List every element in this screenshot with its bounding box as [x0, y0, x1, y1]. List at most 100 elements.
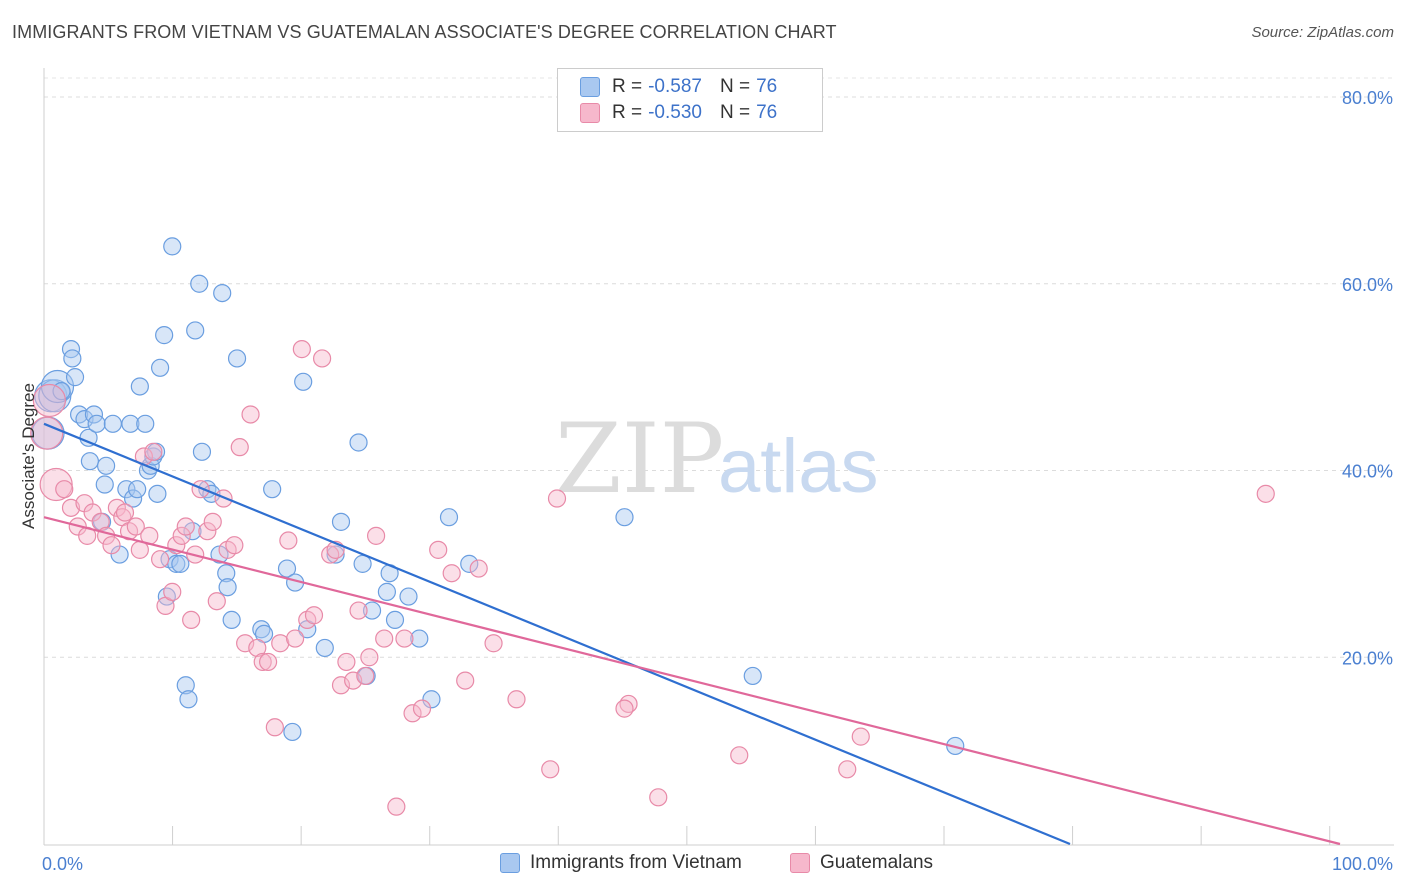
point-guatemalans: [456, 671, 475, 690]
legend-label-vietnam: Immigrants from Vietnam: [530, 852, 742, 873]
point-guatemalans: [615, 699, 634, 718]
point-guatemalans: [349, 601, 368, 620]
point-guatemalans: [403, 704, 422, 723]
legend-item-guatemalans[interactable]: Guatemalans: [790, 852, 933, 874]
point-vietnam: [377, 582, 396, 601]
point-vietnam: [171, 554, 190, 573]
watermark-zip: ZIP: [555, 403, 724, 515]
legend-n-value: 76: [756, 76, 778, 97]
point-guatemalans: [61, 498, 81, 517]
trend-lines: [43, 422, 1341, 846]
grid-lines: [44, 77, 1394, 658]
x-tick-label: 100.0%: [1332, 854, 1393, 874]
point-guatemalans: [337, 652, 356, 672]
point-guatemalans: [851, 727, 870, 746]
point-guatemalans: [1256, 484, 1275, 503]
point-vietnam: [422, 690, 441, 709]
point-guatemalans: [286, 629, 305, 648]
point-guatemalans: [230, 438, 249, 457]
legend-row-vietnam: R = -0.587 N = 76: [580, 75, 777, 99]
point-vietnam: [87, 414, 106, 433]
y-tick-label: 80.0%: [1342, 88, 1393, 108]
point-vietnam: [192, 442, 212, 461]
point-vietnam: [326, 545, 345, 564]
point-vietnam: [222, 610, 241, 630]
point-guatemalans: [102, 536, 121, 555]
point-vietnam: [117, 480, 136, 499]
point-vietnam: [460, 554, 479, 573]
point-vietnam: [179, 690, 198, 709]
point-vietnam: [331, 512, 351, 531]
point-guatemalans: [151, 550, 170, 569]
point-guatemalans: [304, 606, 324, 625]
point-guatemalans: [313, 349, 332, 368]
watermark: ZIP atlas: [555, 403, 879, 515]
legend-swatch-guatemalans: [790, 853, 810, 873]
chart-title: IMMIGRANTS FROM VIETNAM VS GUATEMALAN AS…: [12, 22, 837, 42]
point-vietnam: [315, 638, 334, 658]
point-vietnam: [148, 484, 167, 503]
point-guatemalans: [55, 480, 74, 499]
point-vietnam: [410, 629, 429, 648]
point-vietnam: [155, 326, 174, 345]
point-vietnam: [362, 601, 382, 620]
point-vietnam: [96, 456, 116, 475]
point-vietnam: [124, 489, 143, 508]
point-guatemalans: [367, 526, 386, 545]
point-vietnam: [95, 475, 114, 494]
point-vietnam: [743, 666, 762, 686]
point-guatemalans: [241, 405, 260, 424]
point-guatemalans: [649, 788, 668, 807]
point-guatemalans: [207, 592, 226, 611]
data-points: [30, 237, 1275, 816]
point-guatemalans: [198, 522, 217, 541]
point-guatemalans: [395, 629, 414, 648]
point-guatemalans: [30, 416, 64, 450]
legend-n-label: N =: [719, 102, 751, 123]
legend-label-guatemalans: Guatemalans: [820, 852, 934, 873]
point-guatemalans: [838, 760, 857, 779]
legend-n-value: 76: [756, 102, 778, 123]
legend-r-label: R =: [612, 76, 643, 97]
point-vietnam: [136, 414, 155, 433]
tick-labels: 20.0% 40.0% 60.0% 80.0% 0.0% 100.0%: [42, 88, 1393, 874]
point-vietnam: [283, 722, 302, 742]
legend-swatch-vietnam: [580, 77, 600, 97]
point-guatemalans: [442, 564, 461, 583]
source-label: Source: ZipAtlas.com: [1251, 24, 1394, 41]
point-vietnam: [227, 349, 247, 368]
point-guatemalans: [360, 648, 379, 667]
point-vietnam: [218, 578, 237, 597]
point-vietnam: [294, 372, 313, 391]
trend-line-guatemalans: [43, 516, 1341, 846]
point-guatemalans: [265, 718, 284, 737]
point-vietnam: [65, 368, 85, 387]
point-guatemalans: [176, 517, 195, 536]
point-guatemalans: [191, 480, 210, 499]
point-vietnam: [128, 480, 147, 499]
point-guatemalans: [271, 634, 290, 653]
point-guatemalans: [115, 503, 135, 522]
point-guatemalans: [182, 610, 201, 630]
point-guatemalans: [253, 652, 272, 672]
point-vietnam: [277, 559, 297, 578]
y-axis-label: Associate's Degree: [19, 383, 38, 529]
point-guatemalans: [203, 512, 222, 531]
point-vietnam: [190, 274, 209, 293]
point-vietnam: [213, 283, 232, 303]
legend-r-label: R =: [612, 102, 643, 123]
legend-item-vietnam[interactable]: Immigrants from Vietnam: [500, 852, 742, 874]
point-guatemalans: [259, 652, 278, 672]
point-vietnam: [263, 480, 282, 499]
point-guatemalans: [126, 517, 145, 536]
point-guatemalans: [507, 690, 526, 709]
point-vietnam: [615, 508, 634, 527]
point-guatemalans: [39, 467, 73, 502]
point-guatemalans: [225, 536, 244, 555]
point-guatemalans: [163, 582, 182, 601]
point-guatemalans: [730, 746, 749, 765]
y-tick-label: 20.0%: [1342, 648, 1393, 668]
point-guatemalans: [279, 531, 298, 550]
watermark-atlas: atlas: [718, 424, 879, 509]
